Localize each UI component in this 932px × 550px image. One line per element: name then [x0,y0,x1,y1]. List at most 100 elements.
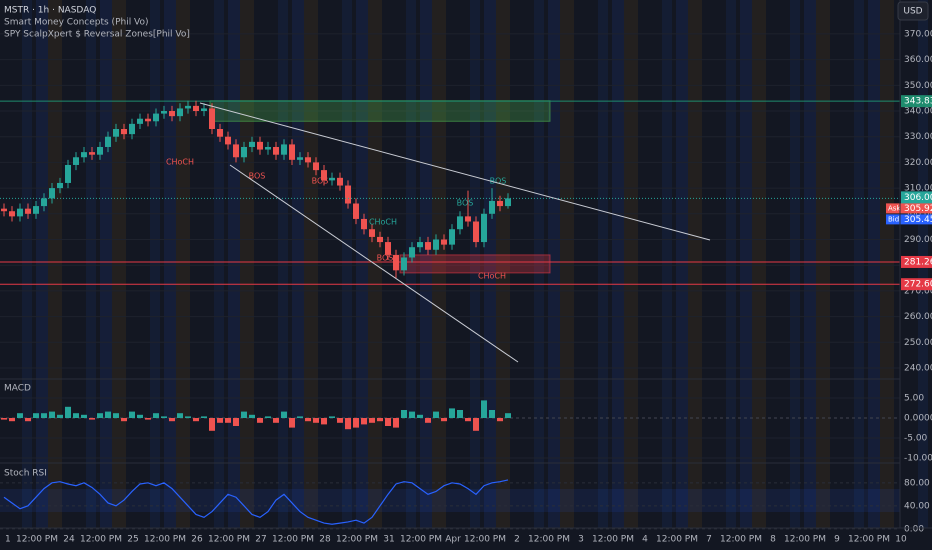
candle-body [297,157,303,160]
candle-body [481,213,487,243]
histogram-bar [105,411,111,418]
y-tick-label: 300.00 [904,209,932,219]
session-band [176,0,190,528]
session-band [790,0,800,528]
session-band [612,0,624,528]
histogram-bar [505,413,511,418]
ask-box [901,203,932,214]
candle-body [1,208,7,212]
histogram-bar [377,418,383,422]
histogram-bar [481,400,487,418]
histogram-bar [273,418,279,423]
zone [399,254,551,274]
candle-body [489,200,495,214]
smc-label: BOS [377,254,394,263]
currency[interactable]: USD [903,7,922,17]
histogram-bar [497,418,503,422]
candle-body [17,208,23,217]
candle-body [49,188,55,199]
histogram-bar [321,418,327,425]
candle-body [241,146,247,158]
currency-button[interactable] [897,1,929,21]
ask-tag [886,203,901,214]
histogram-bar [49,411,55,418]
session-band [752,0,766,528]
y-tick-label: 350.00 [904,81,932,91]
x-tick-label: 12:00 PM [784,535,826,545]
level-box [901,95,932,108]
histogram-bar [441,418,447,422]
bid-box [901,214,932,225]
x-tick-label: 8 [770,535,776,545]
y-tick-label: 360.00 [904,55,932,65]
smc-label: CHoCH [166,158,194,167]
candle-body [321,170,327,181]
candle-body [425,242,431,250]
histogram-bar [9,418,15,422]
histogram-bar [81,414,87,418]
candle-body [441,239,447,245]
candle-body [305,157,311,163]
trend-line [199,102,711,241]
candle-body [89,152,95,155]
smc-label: BOS [312,177,329,186]
histogram-bar [345,418,351,430]
histogram-bar [169,418,175,422]
candle-body [249,141,255,147]
stoch-line [3,479,509,525]
x-tick-label: Apr [445,535,461,545]
session-band [548,0,560,528]
y-tick-label: 310.00 [904,184,932,194]
histogram-bar [361,418,367,425]
session-band [356,0,368,528]
histogram-bar [217,418,223,423]
session-band [36,0,48,528]
histogram-bar [73,413,79,418]
histogram-bar [33,413,39,418]
histogram-bar [145,418,151,420]
smc-label: BOS [457,199,474,208]
candle-body [377,236,383,243]
last-price-label: 306.00 [904,193,932,203]
histogram-bar [353,418,359,428]
histogram-bar [329,416,335,418]
candle-body [457,216,463,230]
x-tick-label: 12:00 PM [656,535,698,545]
histogram-bar [233,418,239,426]
session-band [868,0,880,528]
y-tick-label: 80.00 [904,478,930,488]
session-band [816,0,830,528]
symbol: MSTR · 1h · NASDAQ [4,6,96,16]
smc-label: CHoCH [369,218,397,227]
x-tick-label: 4 [642,535,648,545]
histogram-bar [153,413,159,418]
y-tick-label: 320.00 [904,158,932,168]
session-band [22,0,32,528]
candle-body [449,229,455,245]
candle-body [273,146,279,155]
pane-title: MACD [4,384,31,394]
session-band [496,0,510,528]
x-tick-label: 28 [319,535,331,545]
histogram-bar [289,418,295,428]
candle-body [65,164,71,183]
candle-body [329,177,335,181]
histogram-bar [313,418,319,423]
candle-body [369,229,375,237]
session-band [854,0,864,528]
histogram-bar [337,418,343,423]
candle-body [97,146,103,155]
histogram-bar [89,418,95,420]
y-tick-label: 0.0000 [904,414,932,424]
x-tick-label: 12:00 PM [80,535,122,545]
session-band [804,0,816,528]
ask-label: 305.92 [904,204,932,214]
level-label: 272.60 [904,280,932,290]
histogram-bar [385,418,391,426]
candle-body [105,136,111,147]
session-band [112,0,126,528]
session-band [598,0,608,528]
histogram-bar [305,418,311,422]
x-tick-label: 12:00 PM [720,535,762,545]
